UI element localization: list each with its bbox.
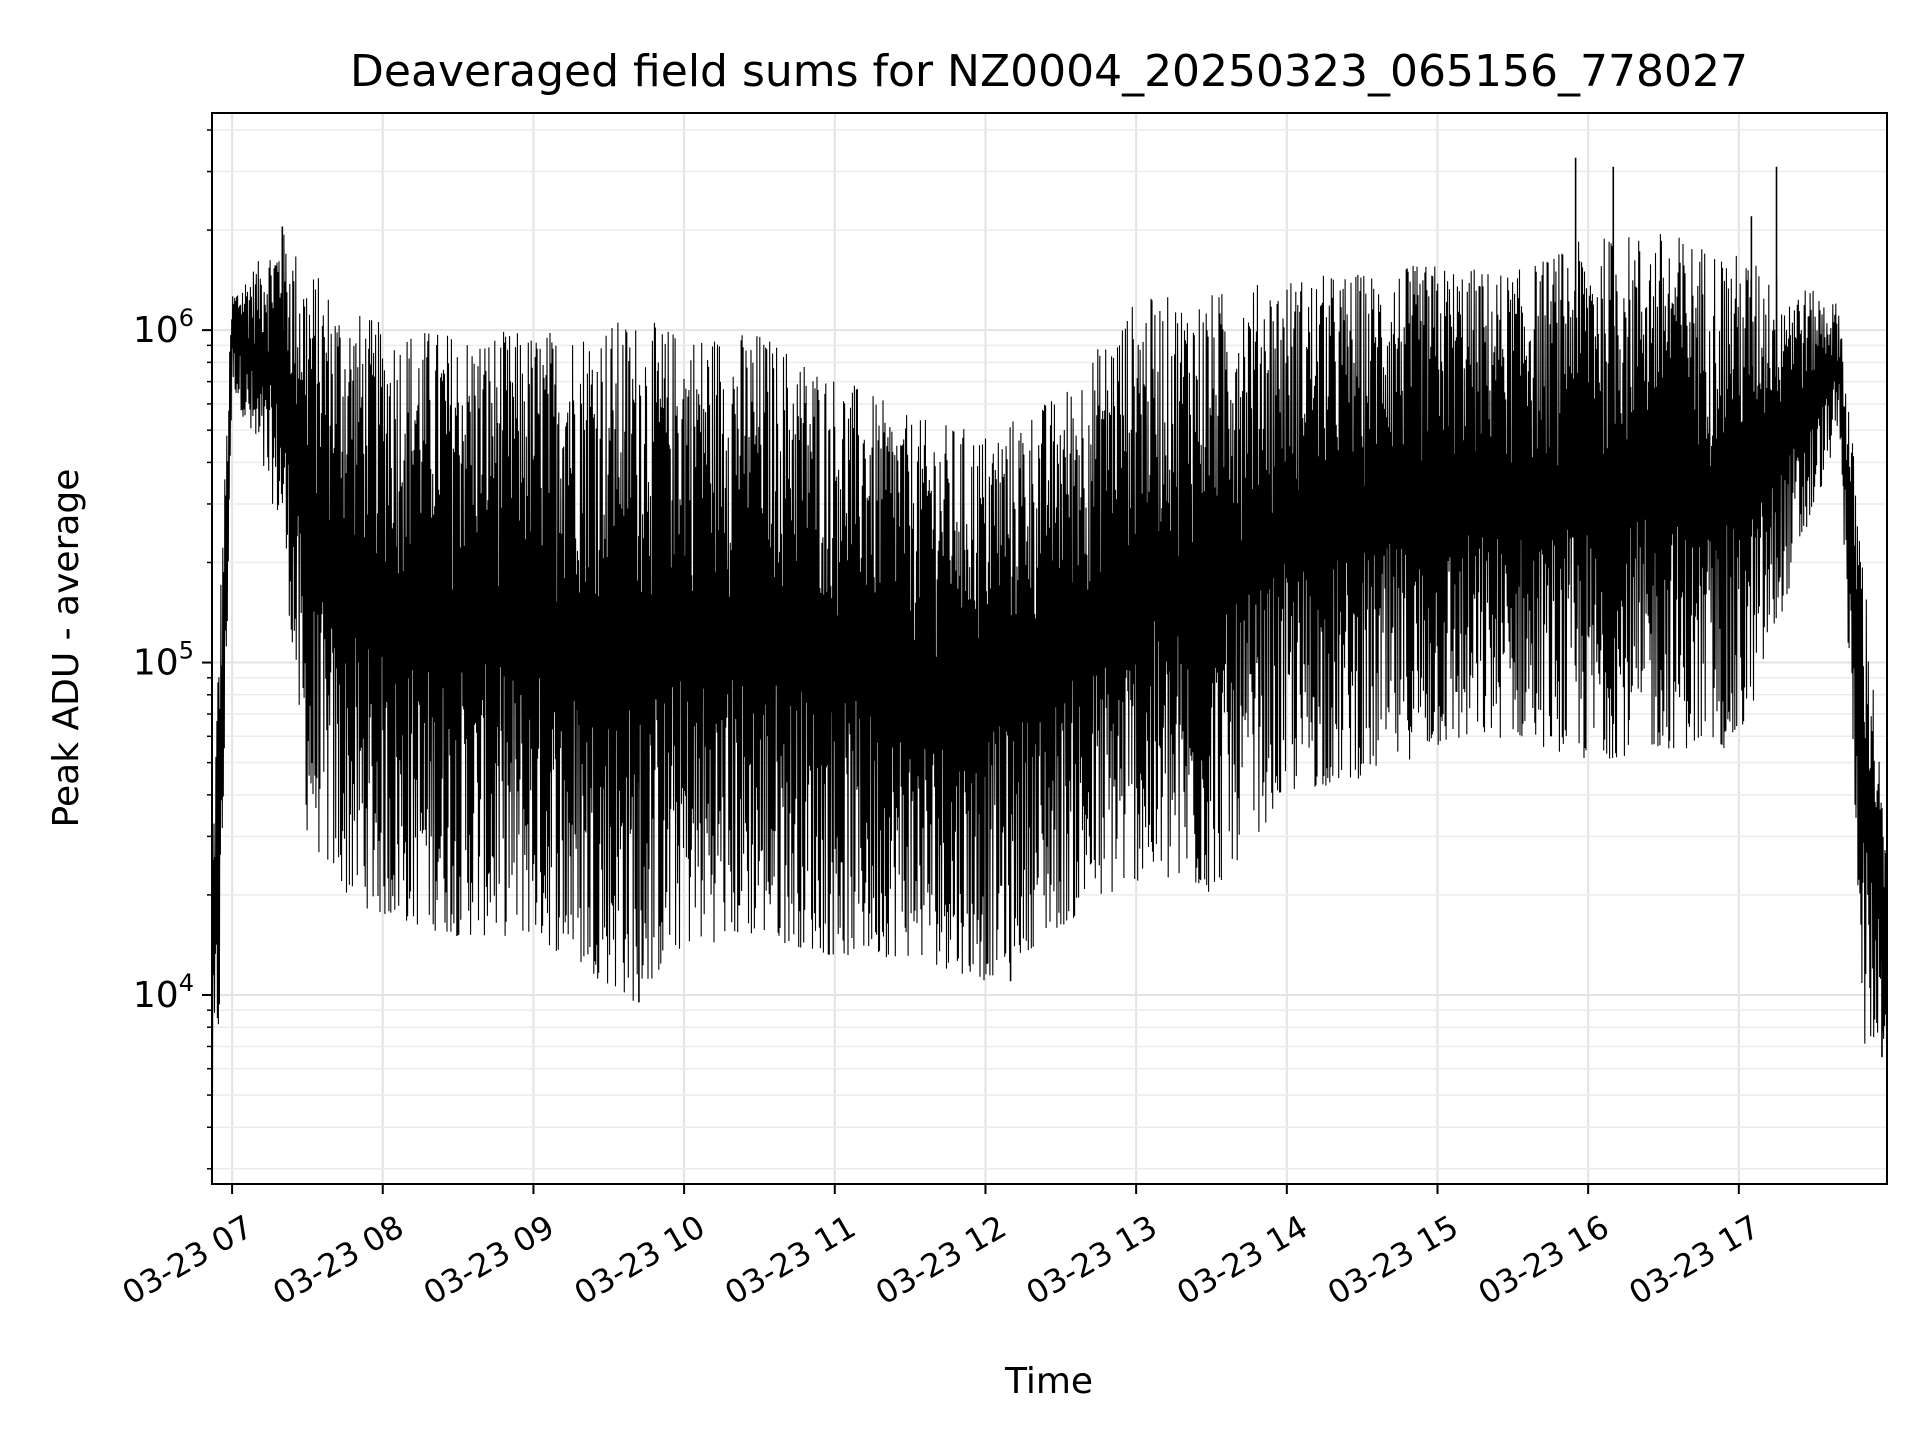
data-layer bbox=[211, 157, 1888, 1128]
y-tick-label: 104 bbox=[133, 969, 194, 1016]
y-tick-label: 106 bbox=[133, 304, 194, 351]
plot-frame bbox=[211, 112, 1888, 1185]
chart-title: Deaveraged field sums for NZ0004_2025032… bbox=[350, 46, 1748, 97]
y-axis-label: Peak ADU - average bbox=[46, 469, 87, 828]
y-tick-label: 105 bbox=[133, 637, 194, 684]
signal-trace bbox=[211, 234, 1888, 1098]
x-axis-label: Time bbox=[1004, 1361, 1093, 1402]
